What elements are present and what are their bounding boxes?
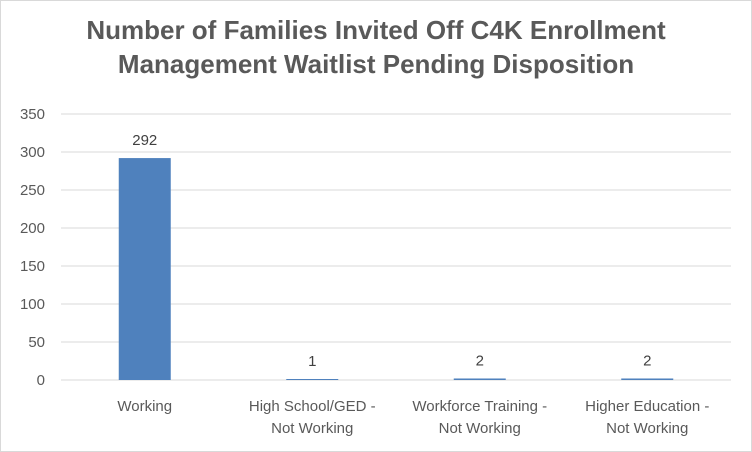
y-tick-label: 300 <box>20 144 45 161</box>
category-label: Working <box>117 398 172 415</box>
category-label: Workforce Training - <box>412 398 547 415</box>
data-label: 1 <box>308 353 316 370</box>
data-label: 2 <box>476 352 484 369</box>
category-label: Not Working <box>439 420 521 437</box>
bar <box>286 379 339 380</box>
y-tick-label: 150 <box>20 258 45 275</box>
data-label: 292 <box>132 132 157 149</box>
y-tick-label: 200 <box>20 220 45 237</box>
data-label: 2 <box>643 352 651 369</box>
y-tick-label: 350 <box>20 106 45 123</box>
category-label: Not Working <box>606 420 688 437</box>
y-tick-label: 0 <box>37 372 45 389</box>
bar <box>621 378 674 380</box>
category-label: Higher Education - <box>585 398 709 415</box>
y-tick-label: 50 <box>28 334 45 351</box>
category-label: High School/GED - <box>249 398 376 415</box>
bar <box>118 158 171 380</box>
chart-title: Number of Families Invited Off C4K Enrol… <box>86 15 666 79</box>
bar <box>453 378 506 380</box>
y-tick-label: 250 <box>20 182 45 199</box>
category-label: Not Working <box>271 420 353 437</box>
y-tick-label: 100 <box>20 296 45 313</box>
